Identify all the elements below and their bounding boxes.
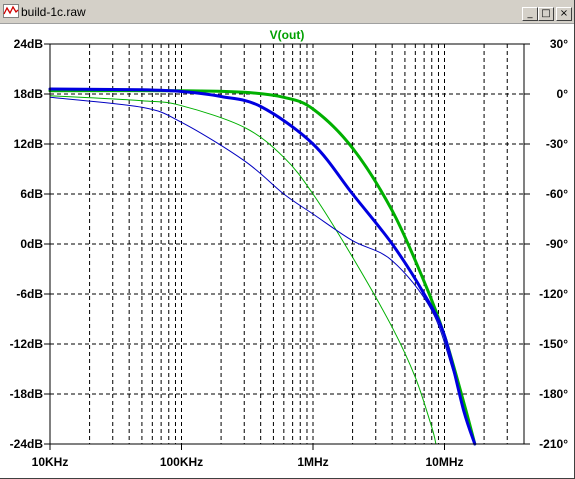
minimize-button[interactable]: _: [522, 7, 538, 21]
y-left-tick-label: 18dB: [14, 87, 44, 101]
x-tick-label: 10KHz: [32, 455, 69, 469]
y-right-tick-label: 30°: [550, 37, 568, 51]
y-right-tick-label: 0°: [557, 87, 569, 101]
y-right-tick-label: -210°: [539, 437, 568, 451]
y-left-tick-label: -18dB: [10, 387, 44, 401]
series-line-magnitude: [48, 87, 477, 446]
y-left-tick-label: 12dB: [14, 137, 44, 151]
y-right-tick-label: -180°: [539, 387, 568, 401]
series-line-phase: [49, 95, 437, 445]
y-left-tick-label: -12dB: [10, 337, 44, 351]
x-tick-label: 1MHz: [297, 455, 328, 469]
window-title: build-1c.raw: [21, 5, 86, 19]
y-right-tick-label: -120°: [539, 287, 568, 301]
y-right-tick-label: -90°: [546, 237, 568, 251]
chart-title[interactable]: V(out): [270, 28, 305, 42]
y-left-tick-label: 24dB: [14, 37, 44, 51]
maximize-button[interactable]: □: [538, 7, 554, 21]
y-right-tick-label: -30°: [546, 137, 568, 151]
plot-series: [48, 87, 477, 446]
y-left-tick-label: 6dB: [20, 187, 43, 201]
x-tick-label: 100KHz: [160, 455, 203, 469]
axis-labels: 24dB 18dB 12dB 6dB 0dB -6dB -12dB -18dB -24dB 30°…: [10, 37, 569, 469]
y-left-tick-label: -24dB: [10, 437, 44, 451]
series-line-phase: [49, 96, 476, 445]
y-right-tick-label: -60°: [546, 187, 568, 201]
y-left-tick-label: -6dB: [16, 287, 43, 301]
plot-grid: [50, 44, 524, 444]
waveform-icon: [3, 4, 19, 18]
y-right-tick-label: -150°: [539, 337, 568, 351]
x-tick-label: 10MHz: [425, 455, 463, 469]
y-left-tick-label: 0dB: [20, 237, 43, 251]
close-button[interactable]: ×: [556, 7, 572, 21]
title-bar[interactable]: build-1c.raw _ □ ×: [0, 0, 574, 24]
